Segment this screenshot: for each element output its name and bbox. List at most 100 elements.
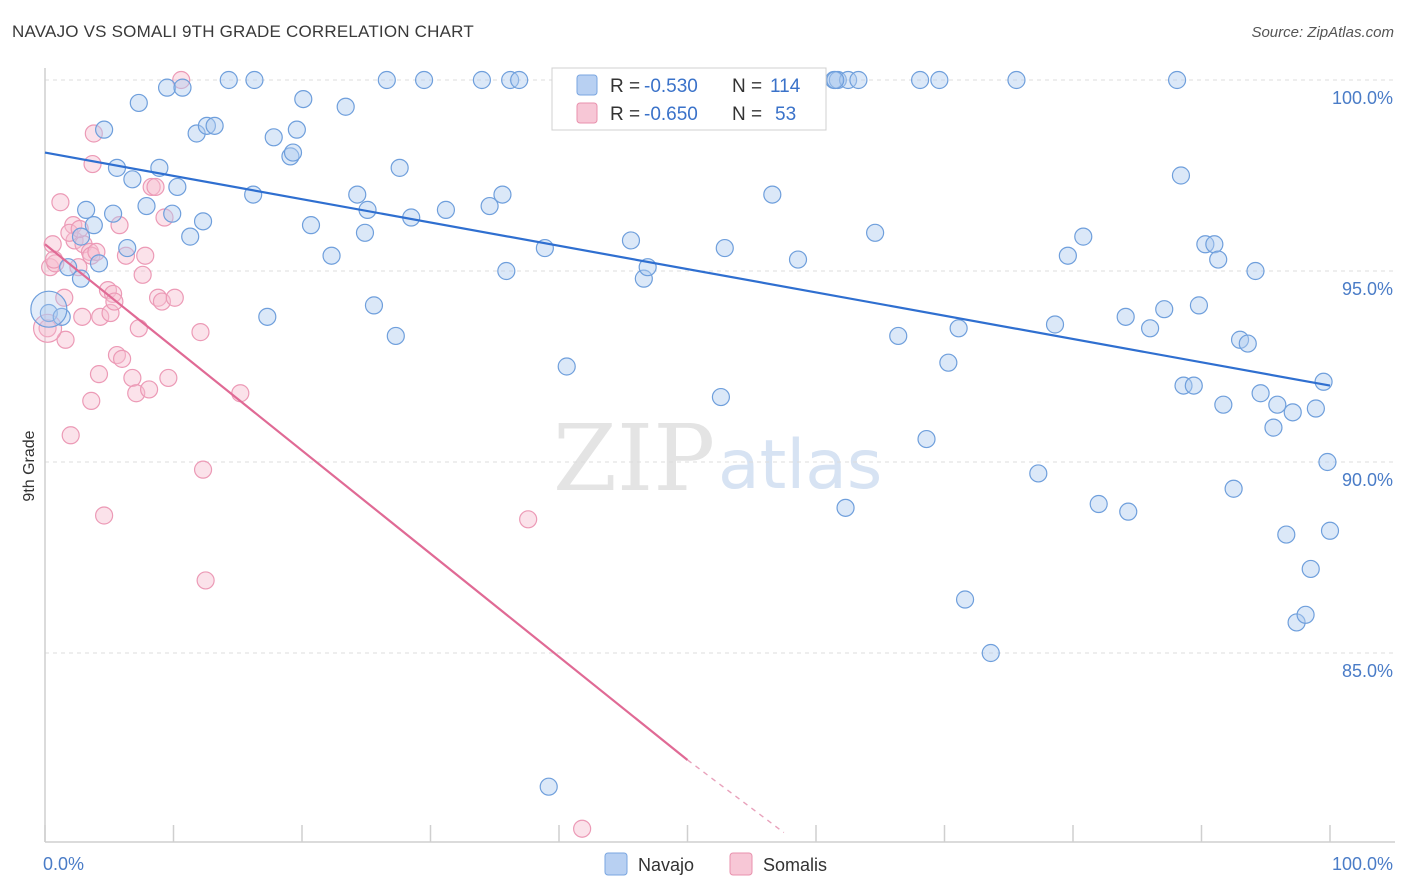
navajo-point bbox=[1074, 227, 1093, 246]
navajo-trend-line bbox=[44, 151, 1331, 387]
somalis-point bbox=[133, 265, 152, 284]
navajo-point bbox=[336, 97, 355, 116]
navajo-point bbox=[939, 353, 958, 372]
legend-swatch-navajo bbox=[576, 74, 598, 96]
somalis-point bbox=[146, 177, 165, 197]
axes bbox=[44, 68, 1395, 843]
chart-title: NAVAJO VS SOMALI 9TH GRADE CORRELATION C… bbox=[12, 22, 474, 41]
x-tick-label: 0.0% bbox=[43, 854, 84, 874]
navajo-point bbox=[480, 196, 499, 216]
x-tick-label: 100.0% bbox=[1332, 854, 1393, 874]
navajo-point bbox=[1296, 605, 1315, 624]
somalis-point bbox=[231, 384, 250, 403]
navajo-point bbox=[557, 357, 576, 376]
navajo-point bbox=[1119, 502, 1138, 521]
somalis-point bbox=[87, 242, 106, 261]
navajo-point bbox=[137, 196, 156, 216]
legend-navajo-r-label: R = bbox=[610, 76, 640, 97]
somalis-point bbox=[70, 219, 89, 239]
navajo-point bbox=[1007, 70, 1026, 90]
navajo-point bbox=[1205, 235, 1224, 254]
series-legend-navajo: Navajo bbox=[638, 855, 694, 875]
navajo-point bbox=[436, 200, 456, 219]
navajo-point bbox=[1246, 261, 1265, 281]
navajo-point bbox=[839, 70, 858, 90]
somalis-point bbox=[129, 319, 148, 338]
navajo-point bbox=[219, 70, 238, 90]
navajo-point bbox=[390, 158, 409, 177]
navajo-point bbox=[763, 185, 782, 204]
navajo-point bbox=[788, 250, 808, 269]
navajo-point bbox=[1209, 250, 1228, 269]
somalis-point bbox=[196, 571, 215, 590]
somalis-point bbox=[123, 368, 142, 388]
somalis-point bbox=[519, 510, 538, 529]
y-axis-label: 9th Grade bbox=[21, 430, 38, 501]
somalis-point bbox=[51, 193, 70, 212]
navajo-point bbox=[510, 70, 529, 90]
navajo-point bbox=[118, 238, 137, 258]
series-legend-somalis: Somalis bbox=[763, 855, 827, 875]
navajo-point bbox=[1214, 395, 1233, 414]
navajo-point bbox=[163, 204, 182, 223]
watermark-atlas: atlas bbox=[718, 426, 882, 505]
legend-navajo-n-value: 114 bbox=[770, 76, 801, 97]
legend-somalis-r-value: -0.650 bbox=[644, 104, 698, 125]
grid bbox=[45, 79, 1395, 654]
navajo-point bbox=[1058, 246, 1077, 265]
navajo-point bbox=[264, 128, 283, 147]
navajo-point bbox=[1029, 464, 1048, 483]
navajo-point bbox=[539, 777, 558, 796]
navajo-point bbox=[377, 70, 396, 90]
navajo-point bbox=[1174, 376, 1193, 395]
navajo-point bbox=[258, 307, 277, 326]
somalis-point bbox=[56, 330, 75, 349]
legend-swatch-somalis bbox=[576, 102, 598, 124]
somalis-point bbox=[38, 319, 57, 338]
series-legend-swatch-somalis bbox=[729, 852, 753, 876]
navajo-point bbox=[711, 387, 731, 407]
somalis-point bbox=[69, 258, 88, 277]
somalis-point bbox=[172, 70, 191, 90]
navajo-point bbox=[1283, 403, 1302, 422]
navajo-point bbox=[77, 200, 96, 219]
navajo-point bbox=[364, 296, 384, 315]
navajo-point bbox=[1167, 70, 1187, 90]
navajo-point bbox=[949, 319, 968, 338]
navajo-point bbox=[826, 70, 845, 90]
navajo-point bbox=[715, 238, 734, 258]
navajo-point bbox=[245, 70, 264, 90]
somalis-point bbox=[139, 380, 159, 399]
navajo-point bbox=[930, 70, 949, 90]
navajo-point bbox=[1116, 307, 1135, 326]
navajo-point bbox=[1155, 300, 1174, 319]
somalis-trend-extension bbox=[687, 759, 785, 834]
somalis-point bbox=[95, 506, 114, 525]
navajo-point bbox=[59, 258, 78, 277]
somalis-point bbox=[142, 177, 161, 197]
navajo-point bbox=[205, 116, 224, 135]
trend-lines bbox=[44, 151, 1331, 834]
navajo-point bbox=[1306, 399, 1325, 418]
navajo-point bbox=[89, 254, 109, 273]
navajo-point bbox=[181, 227, 200, 246]
navajo-point bbox=[1320, 521, 1340, 540]
watermark: ZIP atlas bbox=[553, 405, 882, 512]
navajo-point bbox=[157, 78, 177, 97]
navajo-point bbox=[30, 290, 68, 328]
legend-navajo-r-value: -0.530 bbox=[644, 76, 698, 97]
navajo-point bbox=[301, 216, 321, 235]
somalis-point bbox=[61, 426, 80, 445]
somalis-point bbox=[73, 307, 92, 326]
navajo-point bbox=[621, 231, 641, 250]
navajo-point bbox=[493, 185, 512, 204]
navajo-point bbox=[1224, 479, 1243, 498]
somalis-point bbox=[84, 124, 103, 143]
legend-somalis-r-label: R = bbox=[610, 104, 640, 125]
legend-somalis-n-label: N = bbox=[732, 104, 762, 125]
somalis-point bbox=[104, 284, 123, 304]
navajo-point bbox=[1184, 376, 1203, 395]
navajo-point bbox=[287, 120, 306, 139]
navajo-point bbox=[294, 89, 313, 109]
